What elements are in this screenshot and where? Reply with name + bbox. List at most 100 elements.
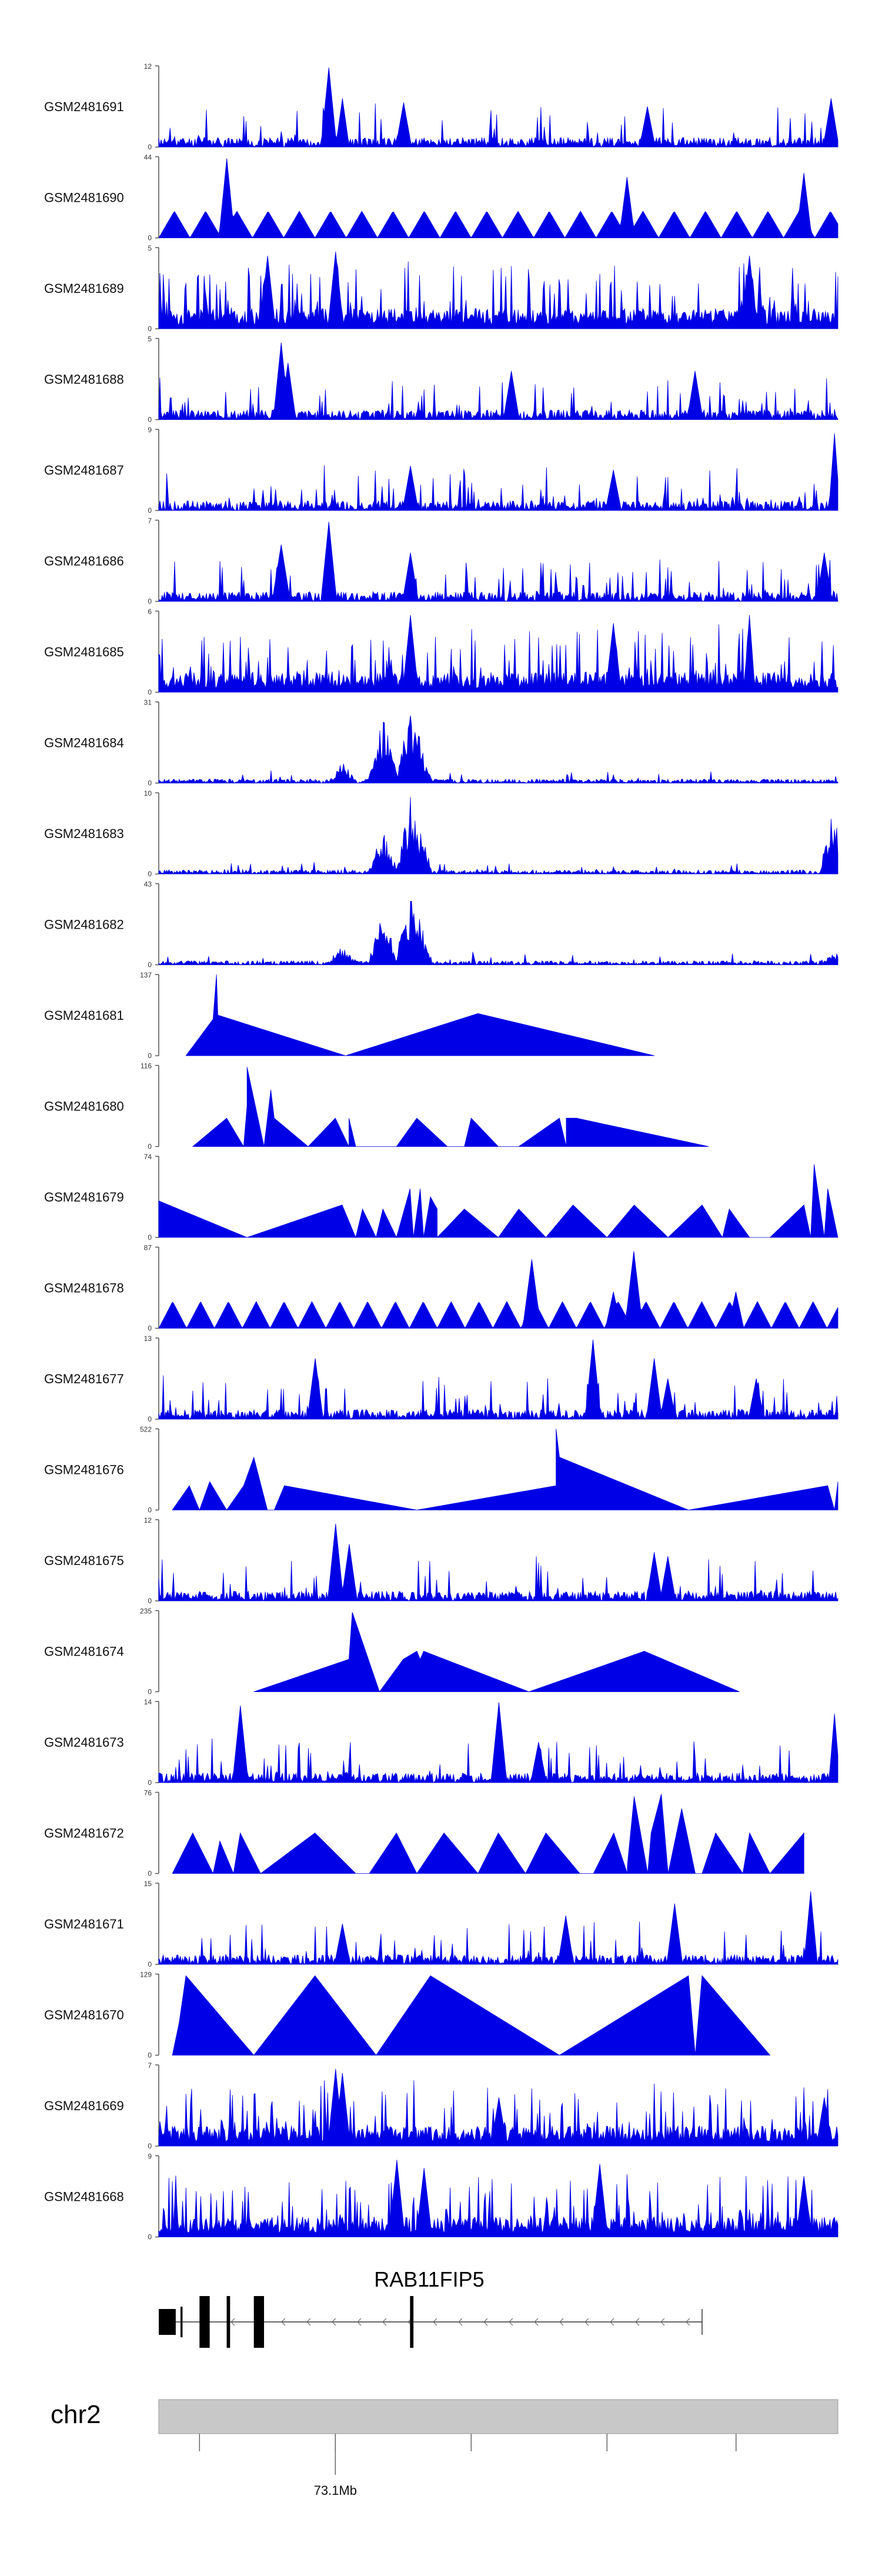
y-tick-label-min: 0 [148, 325, 152, 333]
signal-area [158, 67, 838, 148]
signal-area [158, 797, 838, 875]
track-label: GSM2481677 [44, 1372, 124, 1386]
y-tick-label-min: 0 [148, 1870, 152, 1878]
track-label: GSM2481678 [44, 1281, 124, 1296]
y-tick-label-min: 0 [148, 598, 152, 606]
signal-area [158, 900, 838, 966]
y-tick-label-max: 12 [144, 1516, 152, 1524]
y-tick-label-min: 0 [148, 1960, 152, 1968]
track-label: GSM2481672 [44, 1826, 124, 1841]
track-label: GSM2481685 [44, 645, 124, 659]
y-tick-label-min: 0 [148, 1506, 152, 1514]
signal-area [172, 1429, 838, 1511]
track-GSM2481674: GSM2481674 235 0 [44, 1607, 740, 1696]
track-GSM2481678: GSM2481678 87 0 [44, 1244, 838, 1333]
signal-area [158, 342, 838, 421]
track-label: GSM2481690 [44, 191, 124, 205]
y-tick-label-max: 31 [144, 699, 152, 707]
signal-area [158, 2160, 838, 2237]
strand-arrow [433, 2318, 437, 2326]
signal-area [185, 974, 655, 1056]
track-label: GSM2481679 [44, 1190, 124, 1204]
track-GSM2481680: GSM2481680 116 0 [44, 1062, 709, 1151]
track-label: GSM2481668 [44, 2190, 124, 2204]
y-tick-label-min: 0 [148, 870, 152, 878]
signal-area [158, 1251, 838, 1329]
track-GSM2481681: GSM2481681 137 0 [44, 971, 655, 1060]
track-GSM2481676: GSM2481676 522 0 [44, 1426, 838, 1514]
strand-arrow [534, 2318, 539, 2326]
track-GSM2481686: GSM2481686 7 0 [44, 517, 838, 606]
y-tick-label-min: 0 [148, 1143, 152, 1151]
y-tick-label-max: 13 [144, 1334, 152, 1343]
track-GSM2481683: GSM2481683 10 0 [44, 789, 838, 878]
y-tick-label-min: 0 [148, 1233, 152, 1242]
signal-area [158, 1339, 838, 1420]
signal-area [172, 1794, 804, 1874]
strand-arrow [458, 2318, 463, 2326]
y-tick-label-min: 0 [148, 1324, 152, 1333]
y-tick-label-max: 10 [144, 789, 152, 798]
exon [410, 2296, 414, 2348]
exon [199, 2296, 210, 2348]
y-tick-label-min: 0 [148, 688, 152, 696]
track-label: GSM2481675 [44, 1553, 124, 1568]
track-GSM2481671: GSM2481671 15 0 [44, 1880, 838, 1968]
y-tick-label-max: 12 [144, 62, 152, 71]
y-tick-label-max: 235 [140, 1607, 152, 1616]
y-tick-label-min: 0 [148, 416, 152, 424]
y-tick-label-max: 14 [144, 1698, 152, 1706]
signal-area [158, 715, 838, 784]
track-GSM2481685: GSM2481685 6 0 [44, 608, 838, 696]
signal-area [158, 251, 838, 329]
y-tick-label-min: 0 [148, 234, 152, 242]
y-tick-label-min: 0 [148, 1415, 152, 1423]
position-label: 73.1Mb [314, 2483, 357, 2498]
y-tick-label-min: 0 [148, 1778, 152, 1787]
signal-area [158, 158, 838, 239]
y-tick-label-max: 44 [144, 154, 152, 162]
exon [226, 2296, 230, 2348]
y-tick-label-max: 43 [144, 880, 152, 889]
strand-arrow [483, 2318, 488, 2326]
track-GSM2481691: GSM2481691 12 0 [44, 62, 838, 151]
track-GSM2481690: GSM2481690 44 0 [44, 154, 838, 242]
y-tick-label-min: 0 [148, 1597, 152, 1605]
signal-area [253, 1612, 740, 1693]
track-GSM2481672: GSM2481672 76 0 [44, 1789, 804, 1878]
chromosome-label: chr2 [51, 2400, 101, 2429]
y-tick-label-max: 129 [140, 1971, 152, 1979]
y-tick-label-min: 0 [148, 2233, 152, 2241]
strand-arrow [281, 2318, 286, 2326]
track-GSM2481670: GSM2481670 129 0 [44, 1971, 771, 2060]
track-GSM2481688: GSM2481688 5 0 [44, 335, 838, 424]
strand-arrow [332, 2318, 336, 2326]
track-label: GSM2481676 [44, 1463, 124, 1477]
track-label: GSM2481683 [44, 826, 124, 841]
strand-arrow [306, 2318, 311, 2326]
y-tick-label-max: 7 [148, 517, 152, 525]
track-label: GSM2481686 [44, 554, 124, 569]
y-tick-label-min: 0 [148, 1688, 152, 1696]
strand-arrow [559, 2318, 564, 2326]
gene-track: RAB11FIP5 [159, 2267, 703, 2348]
track-GSM2481689: GSM2481689 5 0 [44, 244, 838, 333]
gene-label: RAB11FIP5 [374, 2267, 484, 2291]
strand-arrow [382, 2318, 387, 2326]
y-tick-label-min: 0 [148, 2142, 152, 2150]
track-label: GSM2481680 [44, 1099, 124, 1114]
y-tick-label-max: 74 [144, 1153, 152, 1161]
signal-area [158, 433, 838, 512]
y-tick-label-max: 7 [148, 2061, 152, 2070]
strand-arrow [230, 2318, 235, 2326]
strand-arrow [686, 2318, 690, 2326]
track-label: GSM2481689 [44, 281, 124, 296]
signal-area [172, 1975, 771, 2056]
signal-area [192, 1067, 709, 1147]
y-tick-label-max: 15 [144, 1880, 152, 1888]
track-GSM2481687: GSM2481687 9 0 [44, 426, 838, 515]
signal-area [158, 1702, 838, 1784]
chromosome-ideogram [158, 2399, 838, 2434]
y-tick-label-min: 0 [148, 779, 152, 788]
